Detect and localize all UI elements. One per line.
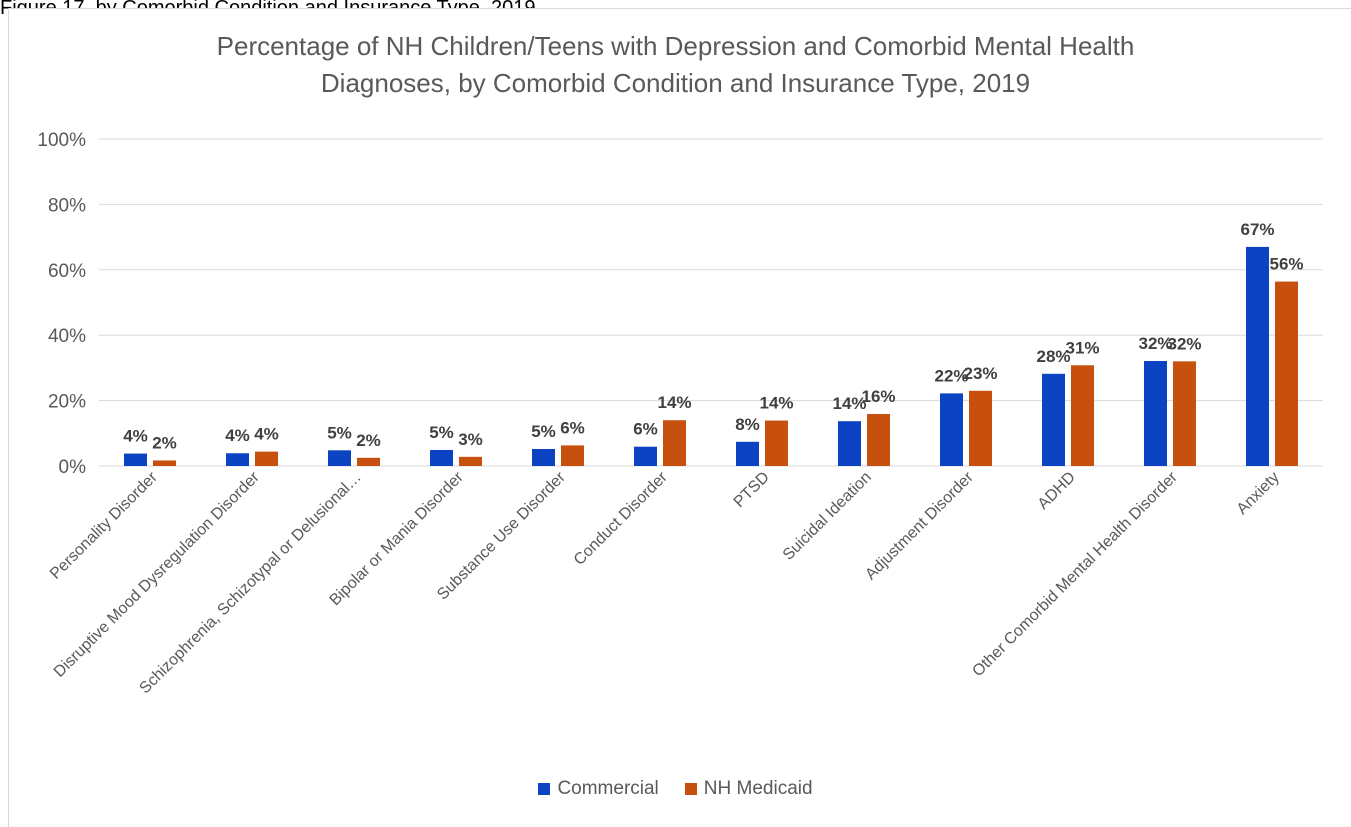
data-label: 2% — [356, 431, 381, 450]
y-tick-label: 60% — [48, 261, 86, 282]
bar-commercial — [430, 449, 453, 466]
data-label: 22% — [934, 366, 968, 385]
x-tick-label: Suicidal Ideation — [780, 469, 875, 564]
bar-commercial — [1144, 361, 1167, 466]
data-label: 6% — [633, 420, 658, 439]
bar-nh-medicaid — [561, 445, 584, 466]
legend-swatch-nh-medicaid — [684, 783, 697, 795]
data-label: 5% — [531, 422, 556, 441]
data-label: 31% — [1065, 338, 1099, 357]
bar-nh-medicaid — [765, 420, 788, 466]
bar-commercial — [736, 441, 759, 466]
bar-nh-medicaid — [459, 456, 482, 466]
data-label: 3% — [458, 430, 483, 449]
data-label: 5% — [429, 423, 454, 442]
bar-commercial — [1042, 373, 1065, 466]
bar-commercial — [124, 453, 147, 466]
data-label: 14% — [759, 394, 793, 413]
legend-label-nh-medicaid: NH Medicaid — [703, 778, 813, 799]
chart-area — [8, 8, 1351, 827]
y-tick-label: 80% — [48, 195, 86, 216]
chart-title-line-1: Percentage of NH Children/Teens with Dep… — [216, 31, 1135, 61]
y-tick-label: 0% — [59, 457, 87, 478]
data-label: 2% — [152, 433, 177, 452]
bar-commercial — [940, 393, 963, 466]
data-label: 56% — [1269, 255, 1303, 274]
x-tick-label: Conduct Disorder — [571, 468, 672, 569]
bar-nh-medicaid — [255, 451, 278, 466]
x-tick-label: ADHD — [1035, 469, 1079, 513]
data-label: 4% — [225, 426, 250, 445]
x-tick-label: Adjustment Disorder — [862, 468, 977, 583]
x-tick-label: Anxiety — [1234, 469, 1283, 518]
data-label: 28% — [1036, 347, 1070, 366]
x-tick-label: Schizophrenia, Schizotypal or Delusional… — [136, 469, 364, 697]
chart-title-line-2: Diagnoses, by Comorbid Condition and Ins… — [320, 68, 1031, 98]
x-tick-label: Personality Disorder — [47, 468, 161, 582]
legend-swatch-commercial — [538, 783, 551, 795]
data-label: 4% — [123, 427, 148, 446]
bar-nh-medicaid — [867, 414, 890, 466]
bar-commercial — [226, 453, 249, 466]
data-label: 16% — [861, 387, 895, 406]
bar-nh-medicaid — [357, 457, 380, 466]
chart-title: Percentage of NH Children/Teens with Dep… — [0, 28, 1351, 102]
legend-label-commercial: Commercial — [557, 778, 659, 799]
y-tick-label: 40% — [48, 326, 86, 347]
bar-nh-medicaid — [153, 460, 176, 466]
legend-item-commercial: Commercial — [538, 778, 659, 800]
data-label: 14% — [832, 394, 866, 413]
x-tick-label: PTSD — [731, 469, 773, 511]
data-label: 6% — [560, 418, 585, 437]
data-label: 23% — [963, 364, 997, 383]
bar-commercial — [328, 450, 351, 466]
data-label: 4% — [254, 425, 279, 444]
y-tick-label: 20% — [48, 392, 86, 413]
data-label: 14% — [657, 393, 691, 412]
legend: Commercial NH Medicaid — [0, 778, 1351, 800]
bar-nh-medicaid — [663, 420, 686, 466]
bar-nh-medicaid — [1071, 365, 1094, 466]
bar-commercial — [1246, 246, 1269, 466]
data-label: 8% — [735, 415, 760, 434]
legend-item-nh-medicaid: NH Medicaid — [684, 778, 813, 800]
x-tick-label: Disruptive Mood Dysregulation Disorder — [51, 468, 263, 680]
data-label: 67% — [1240, 220, 1274, 239]
data-label: 5% — [327, 423, 352, 442]
x-tick-label: Other Comorbid Mental Health Disorder — [969, 468, 1181, 680]
bar-commercial — [634, 446, 657, 466]
bar-commercial — [532, 448, 555, 466]
bar-commercial — [838, 421, 861, 466]
data-label: 32% — [1167, 334, 1201, 353]
bar-nh-medicaid — [969, 390, 992, 466]
bar-nh-medicaid — [1173, 361, 1196, 466]
bar-nh-medicaid — [1275, 281, 1298, 466]
data-label: 32% — [1138, 334, 1172, 353]
y-tick-label: 100% — [37, 130, 86, 151]
